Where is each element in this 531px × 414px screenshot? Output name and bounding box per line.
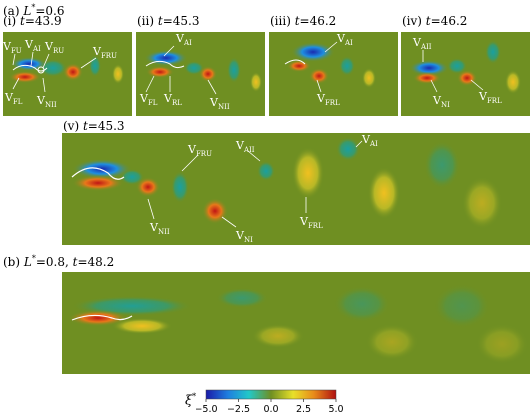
panel-ii-title: (ii) t=45.3 (137, 14, 200, 28)
colorbar-tick-label: −2.5 (227, 404, 250, 414)
colorbar-tick-label: −5.0 (196, 404, 218, 414)
panel-iv-annotations: VAII VNI VFRL (412, 36, 502, 109)
label-vni: VNI (432, 94, 450, 109)
label-vnii: VNII (149, 221, 170, 236)
label-vai: VAI (336, 32, 353, 47)
label-vai: VAI (24, 38, 41, 53)
label-vrl: VRL (163, 92, 182, 107)
panel-ii-annotations: VAI VFL VRL VNII (139, 32, 230, 111)
label-vfru: VFRU (187, 143, 212, 158)
panel-iii-annotations: VAI VFRL (316, 32, 353, 107)
panel-iv-vorticity-field (401, 32, 530, 116)
colorbar-ticks: −5.0 −2.5 0.0 2.5 5.0 (196, 399, 344, 414)
section-b-heading: (b) L*=0.8, t=48.2 (3, 254, 115, 269)
panel-v-vorticity-field (62, 133, 530, 245)
label-vfu: VFU (3, 40, 22, 55)
label-vai: VAI (175, 32, 192, 47)
colorbar-tick-label: 2.5 (296, 404, 311, 414)
label-vru: VRU (44, 40, 64, 55)
label-vfrl: VFRL (478, 90, 502, 105)
panel-i-title: (i) t=43.9 (3, 14, 62, 28)
label-vfrl: VFRL (316, 92, 340, 107)
label-vfl: VFL (139, 92, 158, 107)
panel-i-vorticity-field (3, 32, 132, 116)
panel-v-title: (v) t=45.3 (63, 119, 125, 133)
colorbar-bar (205, 389, 337, 400)
label-vaii: VAII (412, 36, 432, 51)
label-vfru: VFRU (92, 45, 117, 60)
panel-i-annotations: VFU VAI VRU VFRU VFL VNII (3, 38, 117, 109)
label-vnii: VNII (36, 94, 57, 109)
panel-iii-title: (iii) t=46.2 (270, 14, 337, 28)
colorbar-label: ξ* (185, 392, 197, 409)
label-vfl: VFL (4, 91, 23, 106)
panel-ii-vorticity-field (136, 32, 265, 116)
label-vnii: VNII (209, 96, 230, 111)
panel-v-annotations: VFRU VAII VAI VNII VNI VFRL (147, 133, 378, 244)
panel-b-vorticity-field (62, 272, 530, 374)
label-vaii: VAII (235, 139, 255, 154)
colorbar-tick-label: 0.0 (263, 404, 278, 414)
label-vfrl: VFRL (299, 215, 323, 230)
panel-iv-title: (iv) t=46.2 (402, 14, 468, 28)
colorbar: −5.0 −2.5 0.0 2.5 5.0 (196, 389, 344, 414)
colorbar-tick-label: 5.0 (328, 404, 343, 414)
label-vni: VNI (235, 229, 253, 244)
section-a-heading: (a) L*=0.6 (3, 3, 65, 18)
label-vai: VAI (361, 133, 378, 148)
panel-iii-vorticity-field (269, 32, 398, 116)
